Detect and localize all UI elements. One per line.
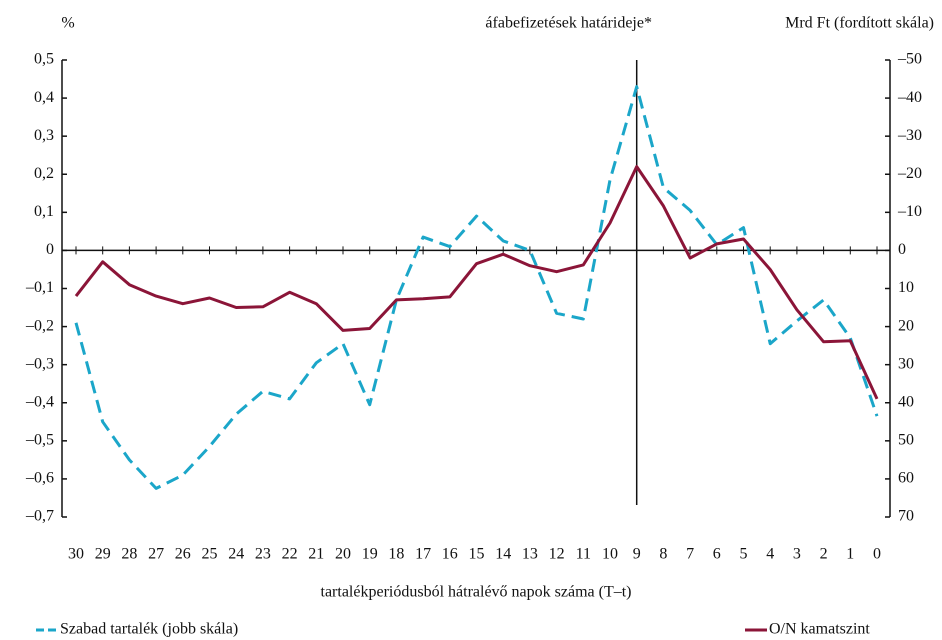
x-tick-label: 0: [873, 546, 881, 563]
x-tick-label: 28: [121, 546, 137, 563]
x-tick-label: 9: [633, 546, 641, 563]
legend-label: O/N kamatszint: [769, 621, 870, 638]
y2-axis-label: Mrd Ft (fordított skála): [785, 15, 934, 32]
x-tick-label: 3: [793, 546, 801, 563]
x-tick-label: 16: [442, 546, 458, 563]
x-tick-label: 8: [659, 546, 667, 563]
y-tick-label: –0,2: [25, 317, 54, 334]
y2-tick-label: 70: [898, 508, 914, 525]
x-tick-label: 20: [335, 546, 351, 563]
y-tick-label: 0,4: [34, 89, 54, 106]
x-tick-label: 21: [308, 546, 324, 563]
x-tick-label: 2: [820, 546, 828, 563]
y-axis-label: %: [61, 15, 74, 32]
x-tick-label: 12: [549, 546, 565, 563]
legend-label: Szabad tartalék (jobb skála): [60, 621, 238, 638]
x-tick-label: 1: [846, 546, 854, 563]
y2-tick-label: –30: [897, 127, 922, 144]
y-tick-label: –0,4: [25, 393, 54, 410]
x-tick-label: 27: [148, 546, 164, 563]
x-tick-label: 7: [686, 546, 694, 563]
x-tick-label: 30: [68, 546, 84, 563]
x-tick-label: 13: [522, 546, 538, 563]
y2-tick-label: 60: [898, 470, 914, 487]
y2-tick-label: 10: [898, 279, 914, 296]
x-tick-label: 10: [602, 546, 618, 563]
x-tick-label: 17: [415, 546, 431, 563]
x-axis-label: tartalékperiódusból hátralévő napok szám…: [321, 584, 632, 601]
x-tick-label: 29: [95, 546, 111, 563]
y2-tick-label: 50: [898, 432, 914, 449]
x-tick-label: 14: [495, 546, 511, 563]
y2-tick-label: –20: [897, 165, 922, 182]
y2-tick-label: –10: [897, 203, 922, 220]
x-tick-label: 23: [255, 546, 271, 563]
y2-tick-label: 0: [898, 241, 906, 258]
y-tick-label: –0,6: [25, 470, 54, 487]
y-tick-label: –0,7: [25, 508, 54, 525]
y2-tick-label: –40: [897, 89, 922, 106]
series-line: [74, 165, 879, 400]
x-tick-label: 19: [362, 546, 378, 563]
x-tick-label: 4: [766, 546, 774, 563]
x-tick-label: 25: [202, 546, 218, 563]
x-tick-label: 5: [740, 546, 748, 563]
y-tick-label: –0,5: [25, 432, 54, 449]
y2-tick-label: 20: [898, 317, 914, 334]
annotation-text: áfabefizetések határideje*: [485, 15, 652, 32]
y-tick-label: 0: [46, 241, 54, 258]
y-tick-label: –0,1: [25, 279, 54, 296]
x-tick-label: 24: [228, 546, 244, 563]
y-tick-label: –0,3: [25, 355, 54, 372]
x-tick-label: 26: [175, 546, 191, 563]
x-tick-label: 18: [388, 546, 404, 563]
x-tick-label: 15: [469, 546, 485, 563]
y-tick-label: 0,1: [34, 203, 54, 220]
y-tick-label: 0,2: [34, 165, 54, 182]
x-tick-label: 11: [576, 546, 591, 563]
x-tick-label: 22: [282, 546, 298, 563]
x-tick-label: 6: [713, 546, 721, 563]
y2-tick-label: –50: [897, 51, 922, 68]
y2-tick-label: 40: [898, 393, 914, 410]
series-line: [74, 85, 879, 490]
y-tick-label: 0,5: [34, 51, 54, 68]
y2-tick-label: 30: [898, 355, 914, 372]
y-tick-label: 0,3: [34, 127, 54, 144]
